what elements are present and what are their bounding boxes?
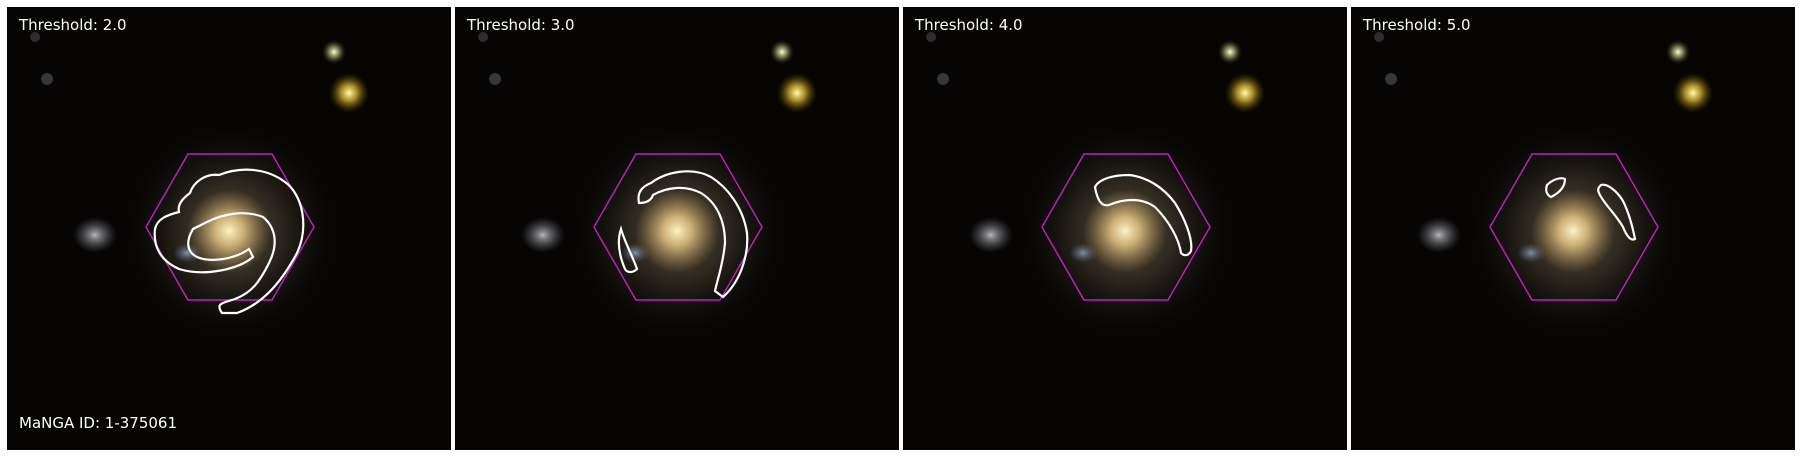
galaxy-core xyxy=(635,189,719,273)
threshold-label: Threshold: 3.0 xyxy=(467,16,575,34)
companion-galaxy xyxy=(521,217,565,253)
contour-line xyxy=(637,170,749,299)
ifu-hexagon xyxy=(145,153,315,301)
blue-knot xyxy=(173,243,201,263)
faint-source xyxy=(1385,73,1397,85)
galaxy-core xyxy=(1083,189,1167,273)
faint-source xyxy=(937,73,949,85)
faint-source xyxy=(478,32,488,42)
panel-threshold-2: Threshold: 2.0 MaNGA ID: 1-375061 xyxy=(7,7,451,450)
blue-knot xyxy=(1069,243,1097,263)
ifu-hexagon xyxy=(1041,153,1211,301)
threshold-label: Threshold: 4.0 xyxy=(915,16,1023,34)
threshold-label: Threshold: 5.0 xyxy=(1363,16,1471,34)
white-star xyxy=(1218,40,1242,64)
yellow-star xyxy=(1673,73,1713,113)
galaxy-image xyxy=(903,7,1347,450)
yellow-star xyxy=(329,73,369,113)
blue-knot xyxy=(621,243,649,263)
faint-source xyxy=(41,73,53,85)
companion-galaxy xyxy=(969,217,1013,253)
contour-line xyxy=(1597,183,1637,241)
faint-source xyxy=(30,32,40,42)
galaxy-image xyxy=(455,7,899,450)
threshold-label: Threshold: 2.0 xyxy=(19,16,127,34)
galaxy-core xyxy=(187,189,271,273)
companion-galaxy xyxy=(1417,217,1461,253)
contour-line xyxy=(1093,173,1193,257)
companion-galaxy xyxy=(73,217,117,253)
galaxy-image xyxy=(1351,7,1795,450)
contour-line xyxy=(153,168,305,315)
galaxy-core xyxy=(1531,189,1615,273)
yellow-star xyxy=(1225,73,1265,113)
panel-threshold-3: Threshold: 3.0 xyxy=(455,7,899,450)
panel-threshold-5: Threshold: 5.0 xyxy=(1351,7,1795,450)
white-star xyxy=(322,40,346,64)
faint-source xyxy=(1374,32,1384,42)
white-star xyxy=(770,40,794,64)
panel-threshold-4: Threshold: 4.0 xyxy=(903,7,1347,450)
ifu-hexagon xyxy=(593,153,763,301)
contour-line xyxy=(1545,177,1567,199)
ifu-hexagon xyxy=(1489,153,1659,301)
galaxy-image xyxy=(7,7,451,450)
yellow-star xyxy=(777,73,817,113)
faint-source xyxy=(489,73,501,85)
manga-id-label: MaNGA ID: 1-375061 xyxy=(19,414,178,432)
blue-knot xyxy=(1517,243,1545,263)
contour-line xyxy=(617,225,639,274)
faint-source xyxy=(926,32,936,42)
white-star xyxy=(1666,40,1690,64)
